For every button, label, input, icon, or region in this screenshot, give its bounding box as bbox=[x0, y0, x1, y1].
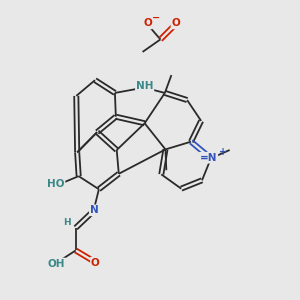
Text: H: H bbox=[64, 218, 71, 227]
Text: NH: NH bbox=[136, 81, 153, 92]
Text: O: O bbox=[172, 18, 180, 28]
Text: N: N bbox=[90, 205, 98, 215]
Text: O: O bbox=[91, 258, 100, 268]
Text: =N: =N bbox=[200, 153, 217, 163]
Text: O: O bbox=[143, 18, 152, 28]
Text: OH: OH bbox=[48, 259, 65, 269]
Text: HO: HO bbox=[47, 179, 64, 190]
Text: +: + bbox=[219, 147, 227, 157]
Text: −: − bbox=[152, 13, 160, 23]
